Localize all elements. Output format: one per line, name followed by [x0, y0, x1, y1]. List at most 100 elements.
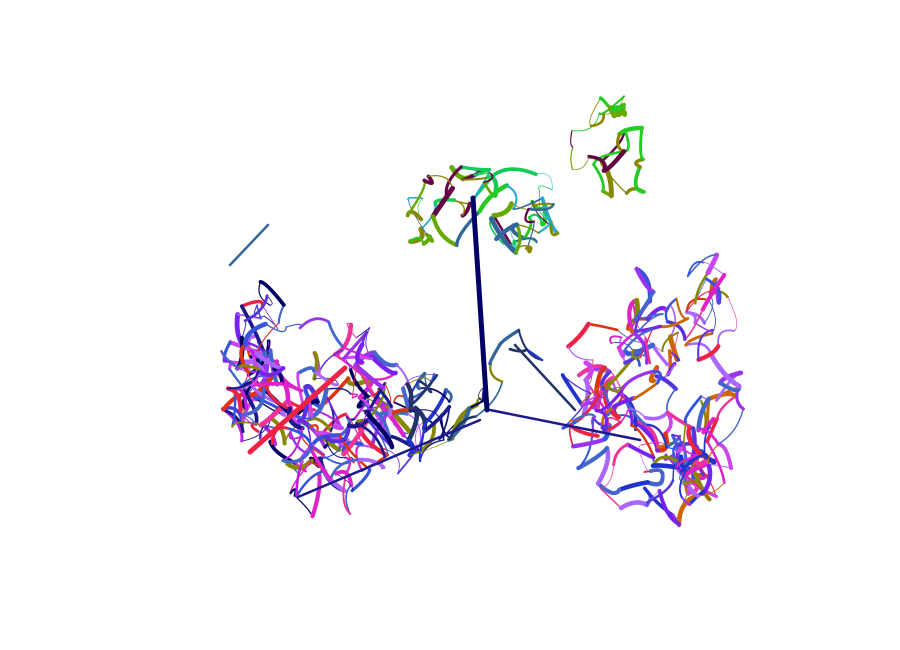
- right-lobe-segment: [600, 424, 609, 435]
- right-lobe-segment: [625, 442, 656, 460]
- right-lobe-segment: [663, 412, 673, 436]
- right-lobe-segment: [634, 266, 656, 295]
- left-lobe-segment: [289, 488, 297, 497]
- right-lobe-segment: [599, 369, 612, 391]
- top-strand-segment: [522, 215, 533, 240]
- core-link-segment: [405, 382, 414, 413]
- right-lobe-segment: [630, 424, 656, 459]
- upper-right-loop-segment: [634, 157, 645, 169]
- right-lobe-segment: [716, 442, 734, 471]
- left-lobe-segment: [355, 422, 387, 459]
- right-lobe-segment: [708, 299, 716, 334]
- left-lobe-segment: [241, 320, 247, 339]
- right-lobe-segment: [685, 297, 711, 314]
- left-lobe-segment: [351, 368, 357, 399]
- core-link-segment: [409, 409, 442, 422]
- right-lobe-segment: [644, 337, 652, 365]
- left-lobe-segment: [348, 367, 370, 399]
- top-strand-segment: [524, 207, 536, 224]
- left-lobe-segment: [243, 321, 268, 347]
- linker-segment: [470, 195, 490, 413]
- left-lobe-segment: [264, 385, 292, 411]
- core-link-segment: [407, 377, 430, 385]
- right-lobe-segment: [686, 426, 706, 459]
- right-lobe-segment: [679, 467, 689, 498]
- right-lobe-segment: [696, 343, 721, 362]
- right-lobe-segment: [577, 416, 594, 470]
- right-lobe-segment: [704, 277, 722, 304]
- right-lobe-segment: [591, 416, 599, 437]
- right-lobe-segment: [693, 455, 708, 467]
- right-lobe-segment: [643, 410, 670, 421]
- right-lobe-segment: [627, 408, 647, 419]
- left-lobe-segment: [221, 350, 248, 373]
- left-lobe-segment: [296, 371, 305, 407]
- top-strand-segment: [425, 232, 435, 243]
- core-link-segment: [488, 343, 502, 366]
- left-lobe-segment: [386, 449, 400, 474]
- left-lobe-segment: [344, 456, 352, 474]
- right-lobe-segment: [687, 485, 701, 499]
- right-lobe-segment: [700, 272, 727, 312]
- top-strand-segment: [422, 174, 434, 186]
- left-lobe-segment: [222, 340, 232, 363]
- left-lobe-segment: [231, 421, 262, 428]
- right-lobe-segment: [632, 381, 659, 400]
- top-strand-segment: [511, 203, 534, 210]
- right-lobe-segment: [632, 290, 656, 322]
- upper-right-loop-segment: [633, 165, 646, 194]
- left-lobe-segment: [289, 431, 310, 455]
- top-strand-segment: [407, 197, 424, 201]
- upper-right-loop-segment: [592, 162, 605, 193]
- core-link-segment: [447, 415, 478, 441]
- right-lobe-segment: [566, 321, 591, 349]
- left-lobe-segment: [346, 417, 371, 429]
- top-strand-segment: [538, 185, 553, 192]
- left-lobe-segment: [353, 363, 386, 391]
- right-lobe-segment: [583, 360, 595, 383]
- right-lobe-segment: [651, 343, 669, 367]
- right-lobe-segment: [679, 471, 691, 489]
- left-lobe-segment: [264, 323, 287, 333]
- right-lobe-segment: [576, 393, 601, 422]
- right-lobe-segment: [689, 489, 706, 505]
- core-link-segment: [525, 348, 544, 362]
- right-lobe-segment: [717, 329, 736, 348]
- right-lobe-segment: [609, 335, 623, 345]
- right-lobe-segment: [661, 331, 680, 353]
- upper-right-loop-segment: [589, 112, 606, 128]
- top-strand-segment: [527, 202, 555, 212]
- right-lobe-segment: [686, 261, 705, 278]
- linker-segment: [247, 365, 348, 455]
- right-lobe-segment: [644, 423, 668, 449]
- linker-segment: [228, 223, 270, 267]
- right-lobe-segment: [630, 348, 642, 359]
- right-lobe-segment: [717, 408, 744, 445]
- top-strand-segment: [433, 197, 456, 207]
- linker-segment: [488, 408, 642, 442]
- right-lobe-segment: [697, 482, 725, 497]
- right-lobe-segment: [616, 345, 626, 359]
- right-lobe-segment: [612, 443, 630, 467]
- left-lobe-segment: [281, 446, 314, 464]
- right-lobe-segment: [581, 377, 591, 417]
- right-lobe-segment: [611, 396, 637, 410]
- left-lobe-segment: [221, 408, 245, 434]
- core-link-segment: [489, 362, 504, 383]
- right-lobe-segment: [687, 254, 718, 278]
- right-lobe-segment: [645, 477, 665, 487]
- right-lobe-segment: [637, 353, 645, 367]
- right-lobe-segment: [567, 345, 594, 361]
- core-link-segment: [517, 329, 543, 361]
- left-lobe-segment: [338, 433, 371, 471]
- left-lobe-segment: [277, 303, 285, 325]
- core-link-segment: [444, 388, 453, 404]
- left-lobe-segment: [296, 366, 316, 376]
- left-lobe-segment: [354, 342, 365, 365]
- right-lobe-segment: [638, 444, 649, 472]
- right-lobe-segment: [607, 380, 619, 393]
- right-lobe-segment: [698, 448, 717, 465]
- right-lobe-segment: [679, 453, 708, 474]
- left-lobe-segment: [240, 299, 265, 308]
